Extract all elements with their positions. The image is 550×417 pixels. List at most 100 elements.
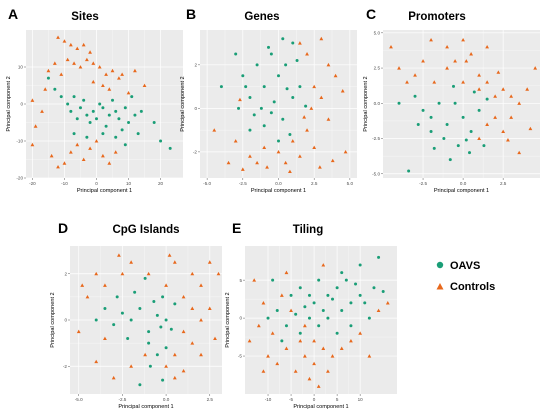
data-point-oavs	[159, 325, 163, 329]
data-point-controls	[97, 65, 102, 69]
data-point-oavs	[219, 85, 223, 89]
data-point-controls	[358, 331, 363, 335]
data-point-oavs	[485, 97, 489, 101]
y-tick-label: -2.5	[372, 136, 380, 141]
data-point-controls	[88, 146, 92, 150]
data-point-controls	[190, 271, 195, 276]
data-point-controls	[65, 57, 70, 62]
data-point-oavs	[331, 297, 335, 301]
data-point-controls	[100, 153, 105, 158]
data-point-controls	[142, 83, 147, 88]
data-point-oavs	[148, 364, 152, 368]
data-point-oavs	[85, 135, 89, 139]
x-tick-label: -10	[61, 181, 68, 186]
data-point-oavs	[75, 117, 79, 121]
data-point-oavs	[85, 113, 89, 117]
data-point-controls	[56, 165, 60, 169]
data-point-controls	[302, 115, 307, 119]
data-point-oavs	[82, 98, 86, 102]
panel-d-y-axis-label: Principal component 2	[50, 292, 56, 347]
data-point-controls	[317, 165, 322, 169]
data-point-controls	[266, 354, 270, 358]
panel-b-series-oavs	[219, 37, 308, 143]
data-point-controls	[517, 101, 522, 105]
data-point-controls	[496, 70, 501, 74]
data-point-oavs	[159, 139, 163, 143]
data-point-controls	[276, 149, 281, 154]
data-point-controls	[120, 72, 125, 76]
data-point-controls	[432, 80, 437, 84]
data-point-oavs	[312, 301, 316, 305]
data-point-oavs	[358, 263, 362, 267]
data-point-oavs	[164, 346, 168, 350]
data-point-controls	[493, 94, 498, 98]
data-point-controls	[485, 80, 490, 84]
panel-c-plot-area	[383, 30, 540, 178]
data-point-controls	[181, 294, 186, 299]
data-point-oavs	[126, 337, 130, 340]
data-point-controls	[265, 165, 269, 169]
data-point-oavs	[94, 318, 98, 322]
data-point-controls	[212, 128, 217, 132]
data-point-controls	[81, 42, 86, 47]
data-point-oavs	[168, 146, 172, 150]
panel-a: A Sites -20 -10 0 10 20 -20 -10 0 10 Principal comp…	[6, 6, 183, 194]
data-point-oavs	[262, 124, 266, 128]
data-point-controls	[233, 139, 238, 143]
data-point-oavs	[358, 293, 362, 297]
data-point-controls	[91, 79, 96, 84]
data-point-oavs	[291, 95, 295, 99]
data-point-oavs	[127, 121, 131, 124]
y-tick-label: -2	[63, 364, 68, 369]
data-point-oavs	[307, 316, 311, 320]
data-point-controls	[129, 260, 134, 264]
data-point-controls	[120, 271, 125, 276]
x-tick-label: -2.5	[239, 181, 247, 186]
data-point-controls	[293, 369, 298, 373]
data-point-oavs	[78, 106, 82, 110]
y-tick-label: 2	[194, 62, 197, 67]
data-point-oavs	[248, 95, 252, 99]
data-point-oavs	[482, 144, 486, 148]
data-point-controls	[207, 306, 212, 310]
data-point-controls	[429, 37, 433, 42]
data-point-controls	[78, 65, 83, 69]
data-point-oavs	[298, 331, 302, 335]
x-tick-label: -10	[265, 397, 272, 402]
data-point-controls	[389, 45, 393, 49]
data-point-oavs	[277, 74, 280, 78]
data-point-controls	[405, 80, 409, 84]
data-point-controls	[270, 331, 275, 335]
data-point-controls	[307, 376, 312, 381]
data-point-oavs	[133, 290, 137, 294]
data-point-controls	[343, 149, 348, 154]
data-point-oavs	[271, 278, 275, 282]
panel-c-series-oavs	[397, 84, 489, 173]
data-point-controls	[88, 50, 92, 54]
data-point-oavs	[367, 316, 371, 320]
data-point-controls	[164, 283, 168, 287]
data-point-controls	[133, 68, 137, 73]
data-point-controls	[238, 97, 242, 102]
data-point-controls	[181, 329, 186, 334]
data-point-oavs	[152, 121, 156, 124]
y-tick-label: -10	[16, 139, 23, 144]
y-tick-label: -5.0	[372, 171, 380, 176]
panel-e-y-axis-label: Principal component 2	[225, 292, 231, 347]
data-point-oavs	[161, 295, 165, 299]
x-tick-label: 5	[336, 397, 339, 402]
data-point-oavs	[136, 132, 140, 136]
data-point-controls	[33, 124, 38, 128]
data-point-controls	[62, 39, 67, 43]
data-point-controls	[94, 139, 99, 143]
data-point-controls	[279, 293, 284, 297]
data-point-oavs	[275, 309, 279, 313]
data-point-oavs	[413, 94, 417, 98]
data-point-controls	[46, 68, 51, 73]
data-point-controls	[283, 160, 288, 165]
panel-d: D CpG Islands -5.0 -2.5 0.0 2.5 -2 0 2 Principal …	[50, 220, 222, 410]
data-point-oavs	[354, 282, 358, 286]
data-point-controls	[312, 338, 316, 343]
panel-c-grid	[383, 30, 540, 178]
x-tick-label: -2.5	[118, 397, 126, 402]
